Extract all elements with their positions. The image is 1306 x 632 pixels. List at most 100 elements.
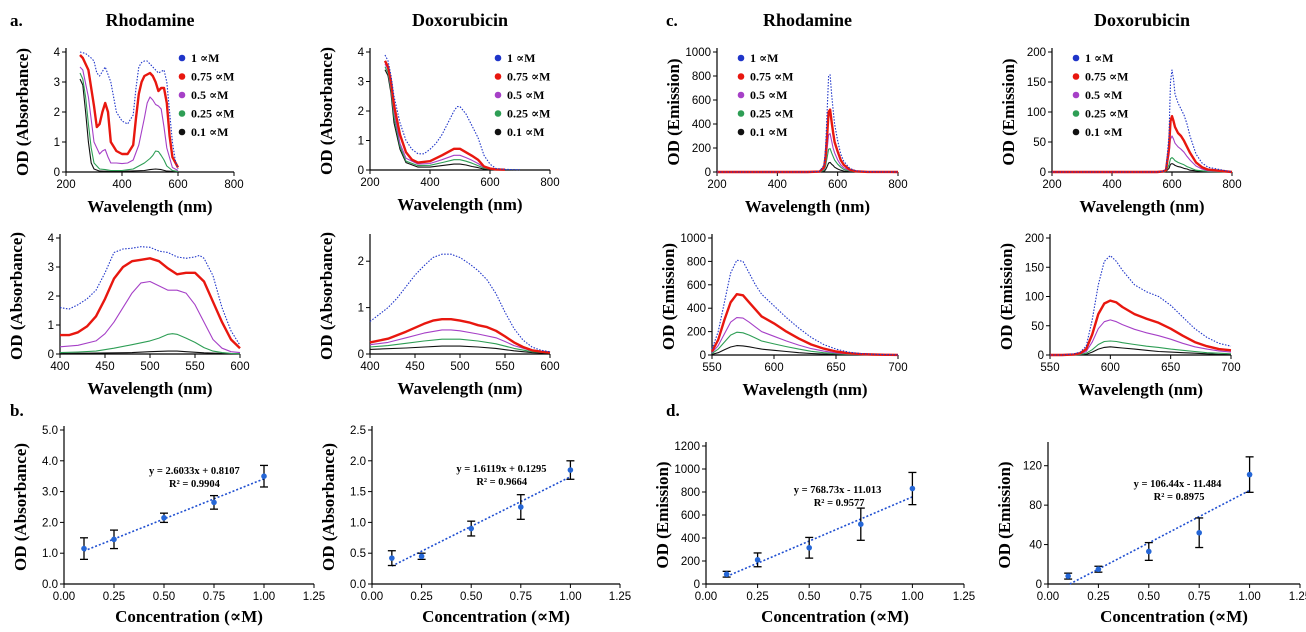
- r-squared-label: R² = 0.8975: [1154, 492, 1205, 503]
- y-tick-label: 4.0: [42, 456, 58, 468]
- chart-6: 400 450 500 550 600 0 1 2 Wavelength (nm) OD (Abs…: [317, 232, 560, 398]
- y-tick-label: 1.0: [350, 517, 366, 529]
- x-tick-label: 450: [405, 361, 424, 373]
- y-axis-title: OD (Absorbance): [7, 232, 26, 360]
- y-tick-label: 1200: [674, 441, 700, 453]
- x-axis-title: Wavelength (nm): [1078, 380, 1203, 399]
- panel-label-c: c.: [666, 11, 678, 30]
- regression-equation: y = 1.6119x + 0.1295: [456, 464, 546, 475]
- x-tick-label: 500: [140, 361, 159, 373]
- y-tick-label: 5.0: [42, 425, 58, 437]
- legend-label: 0.25 ∝M: [750, 107, 793, 121]
- series-line: [59, 333, 241, 355]
- x-tick-label: 800: [540, 177, 559, 189]
- series-line: [59, 246, 241, 346]
- series-line: [369, 329, 551, 354]
- y-tick-label: 0.0: [350, 579, 366, 591]
- y-tick-label: 400: [681, 533, 700, 545]
- series-line: [369, 338, 551, 354]
- x-tick-label: 550: [702, 362, 721, 374]
- x-tick-label: 400: [420, 177, 439, 189]
- x-tick-label: 1.00: [559, 591, 581, 603]
- y-tick-label: 0: [700, 350, 706, 362]
- data-point: [111, 536, 117, 543]
- y-tick-label: 100: [1025, 292, 1044, 304]
- series-line: [717, 133, 899, 173]
- x-axis-title: Wavelength (nm): [745, 197, 870, 216]
- y-tick-label: 120: [1023, 461, 1042, 473]
- x-tick-label: 800: [224, 179, 243, 191]
- data-point: [261, 473, 267, 480]
- chart-2: Doxorubicin 200 400 600 800 0 1 2 3 4 Wavelength (…: [317, 10, 560, 214]
- x-axis-title: Wavelength (nm): [87, 197, 212, 216]
- x-tick-label: 600: [230, 361, 249, 373]
- series-line: [1050, 346, 1231, 356]
- y-tick-label: 1.5: [350, 487, 366, 499]
- x-tick-label: 200: [1042, 179, 1061, 191]
- legend-label: 0.25 ∝M: [1085, 107, 1128, 121]
- legend-marker: [494, 128, 502, 136]
- y-axis-title: OD (Absorbance): [317, 232, 336, 360]
- legend-marker: [737, 128, 745, 136]
- legend-marker: [1072, 73, 1080, 80]
- legend-label: 1 ∝M: [507, 51, 535, 65]
- chart-12: 0.00 0.25 0.50 0.75 1.00 1.25 0 40 80 120 Concentr…: [995, 442, 1306, 626]
- x-tick-label: 550: [1040, 362, 1059, 374]
- panel-label-a: a.: [10, 11, 23, 30]
- x-tick-label: 600: [480, 177, 499, 189]
- data-point: [1146, 548, 1152, 555]
- x-axis-title: Wavelength (nm): [742, 380, 867, 399]
- legend-marker: [178, 110, 186, 117]
- y-tick-label: 0.0: [42, 579, 58, 591]
- x-tick-label: 1.00: [901, 591, 923, 603]
- x-axis-title: Concentration (∝M): [761, 607, 909, 626]
- y-tick-label: 200: [687, 327, 706, 339]
- legend-marker: [1072, 91, 1080, 99]
- data-point: [806, 544, 812, 551]
- data-point: [1065, 573, 1071, 579]
- x-tick-label: 200: [56, 179, 75, 191]
- y-tick-label: 3: [358, 77, 364, 89]
- legend-marker: [1072, 54, 1080, 62]
- x-tick-label: 1.25: [1289, 591, 1306, 603]
- legend-label: 0.25 ∝M: [507, 107, 550, 121]
- y-tick-label: 1: [358, 303, 364, 315]
- y-axis-title: OD (Emission): [664, 58, 683, 165]
- data-point: [161, 514, 167, 521]
- legend-marker: [178, 128, 186, 136]
- y-tick-label: 400: [692, 119, 711, 131]
- series-line: [59, 280, 241, 354]
- legend-marker: [494, 110, 502, 117]
- y-tick-label: 0: [1038, 350, 1044, 362]
- y-axis-title: OD (Emission): [999, 58, 1018, 165]
- y-tick-label: 100: [1027, 107, 1046, 119]
- x-tick-label: 0.75: [203, 591, 225, 603]
- y-tick-label: 3.0: [42, 487, 58, 499]
- chart-title: Doxorubicin: [412, 10, 508, 30]
- x-tick-label: 0.25: [103, 591, 125, 603]
- x-axis-title: Concentration (∝M): [115, 607, 263, 626]
- x-tick-label: 550: [495, 361, 514, 373]
- chart-title: Rhodamine: [105, 10, 194, 30]
- x-tick-label: 650: [1161, 362, 1180, 374]
- r-squared-label: R² = 0.9577: [814, 498, 865, 509]
- x-tick-label: 0.50: [460, 591, 482, 603]
- x-tick-label: 200: [360, 177, 379, 189]
- y-tick-label: 150: [1025, 262, 1044, 274]
- series-line: [711, 331, 898, 356]
- x-tick-label: 600: [1162, 179, 1181, 191]
- x-tick-label: 200: [707, 179, 726, 191]
- x-tick-label: 600: [764, 362, 783, 374]
- chart-9: 0.00 0.25 0.50 0.75 1.00 1.25 0.0 1.0 2.0 3.0 4.0 5…: [11, 425, 325, 626]
- y-tick-label: 0: [705, 167, 711, 179]
- x-tick-label: 400: [50, 361, 69, 373]
- chart-title: Doxorubicin: [1094, 10, 1190, 30]
- series-line: [79, 72, 179, 172]
- x-tick-label: 0.75: [850, 591, 872, 603]
- x-axis-title: Wavelength (nm): [397, 195, 522, 214]
- y-tick-label: 4: [54, 47, 61, 59]
- legend-label: 0.1 ∝M: [1085, 125, 1122, 139]
- y-tick-label: 3: [54, 77, 60, 89]
- y-tick-label: 1000: [674, 464, 700, 476]
